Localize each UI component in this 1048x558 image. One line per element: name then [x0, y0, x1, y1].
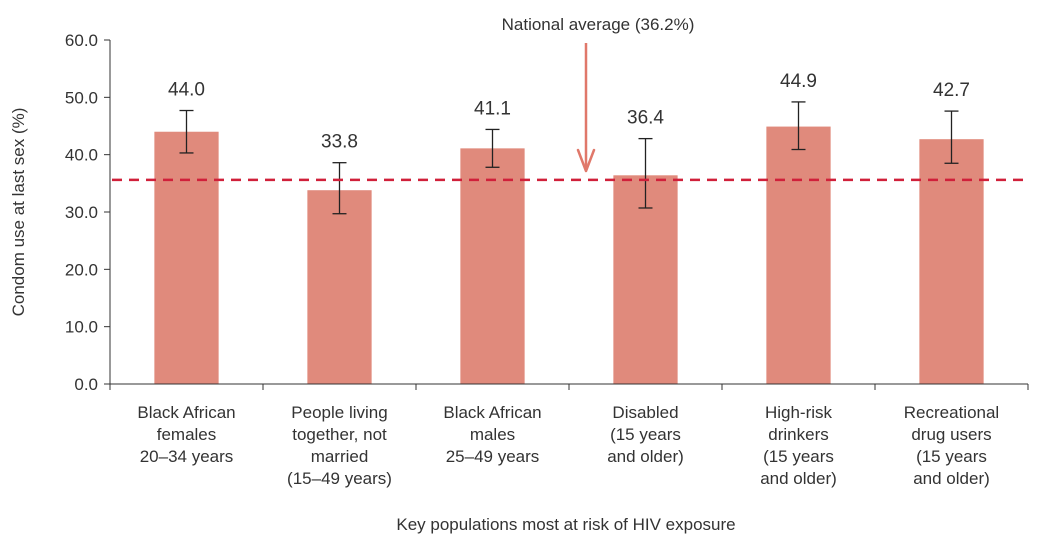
- bar: [919, 139, 984, 384]
- reference-arrow-head: [576, 148, 596, 173]
- category-label-line: females: [157, 425, 217, 444]
- category-label-line: males: [470, 425, 515, 444]
- category-label-line: married: [311, 447, 369, 466]
- y-tick-label: 20.0: [65, 260, 98, 279]
- category-label-line: 25–49 years: [446, 447, 540, 466]
- category-label-line: drug users: [911, 425, 991, 444]
- x-axis-title: Key populations most at risk of HIV expo…: [396, 515, 735, 534]
- y-axis-title: Condom use at last sex (%): [9, 108, 28, 317]
- category-label-line: Black African: [443, 403, 541, 422]
- data-label: 33.8: [321, 132, 358, 153]
- category-label: Black African females 20–34 years: [137, 403, 235, 466]
- x-axis: Black African females 20–34 years People li…: [109, 383, 1029, 488]
- category-label: Disabled (15 years and older): [607, 403, 684, 466]
- category-label-line: drinkers: [768, 425, 828, 444]
- data-label: 36.4: [627, 108, 664, 129]
- category-label-line: (15 years: [916, 447, 987, 466]
- category-label-line: (15–49 years): [287, 469, 392, 488]
- y-tick-label: 30.0: [65, 203, 98, 222]
- bar: [154, 131, 219, 384]
- category-label-line: High-risk: [765, 403, 833, 422]
- category-label-line: (15 years: [610, 425, 681, 444]
- y-tick-label: 50.0: [65, 88, 98, 107]
- data-label: 44.0: [168, 80, 205, 101]
- data-label: 44.9: [780, 71, 817, 92]
- y-tick-label: 0.0: [74, 375, 98, 394]
- category-label-line: Black African: [137, 403, 235, 422]
- bars: [154, 126, 984, 384]
- category-label: Black African males 25–49 years: [443, 403, 541, 466]
- bar: [460, 148, 525, 384]
- data-labels: 44.0 33.8 41.1 36.4 44.9 42.7: [168, 71, 970, 153]
- error-bars: [179, 101, 959, 215]
- category-label-line: 20–34 years: [140, 447, 234, 466]
- category-label: Recreational drug users (15 years and older…: [904, 403, 999, 488]
- y-tick-label: 10.0: [65, 318, 98, 337]
- bar: [613, 175, 678, 384]
- category-label: High-risk drinkers (15 years and older): [760, 403, 837, 488]
- y-tick-label: 40.0: [65, 146, 98, 165]
- data-label: 41.1: [474, 98, 511, 119]
- reference-label: National average (36.2%): [502, 15, 695, 34]
- category-label-line: and older): [913, 469, 990, 488]
- reference-line-group: National average (36.2%): [112, 15, 1028, 182]
- category-label-line: and older): [760, 469, 837, 488]
- category-label-line: Recreational: [904, 403, 999, 422]
- data-label: 42.7: [933, 80, 970, 101]
- category-label-line: and older): [607, 447, 684, 466]
- bar: [307, 190, 372, 384]
- y-axis: 0.0 10.0 20.0 30.0 40.0 50.0 60.0: [65, 31, 111, 394]
- y-tick-label: 60.0: [65, 31, 98, 50]
- category-label: People living together, not married (15–49 …: [287, 403, 392, 488]
- category-label-line: People living: [291, 403, 387, 422]
- category-label-line: Disabled: [612, 403, 678, 422]
- bar: [766, 126, 831, 384]
- category-label-line: together, not: [292, 425, 387, 444]
- category-label-line: (15 years: [763, 447, 834, 466]
